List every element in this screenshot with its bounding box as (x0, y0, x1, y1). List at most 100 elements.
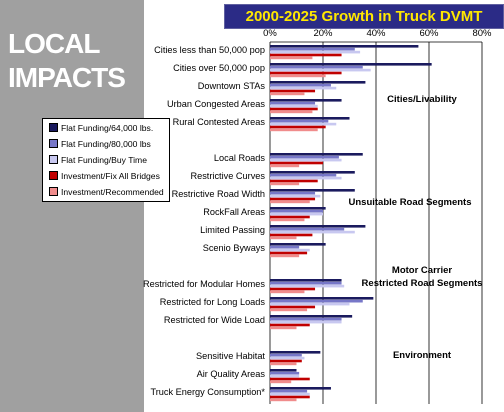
bar (270, 254, 300, 258)
bar (270, 71, 342, 75)
bar (270, 315, 353, 318)
bar (270, 387, 331, 390)
bar (270, 287, 316, 291)
legend-swatch-1 (49, 123, 58, 132)
legend-swatch-2 (49, 139, 58, 148)
bar (270, 117, 350, 120)
bar (270, 107, 318, 111)
bar (270, 158, 342, 162)
category-label: Truck Energy Consumption* (150, 387, 265, 397)
bar (270, 50, 361, 54)
bar (270, 230, 355, 234)
legend-item-1: Flat Funding/64,000 lbs. (49, 122, 153, 134)
bar (270, 356, 305, 360)
legend-item-2: Flat Funding/80,000 lbs (49, 138, 151, 150)
side-title-line-2: IMPACTS (8, 62, 126, 93)
bar (270, 245, 300, 249)
bar (270, 171, 355, 174)
bar (270, 326, 297, 330)
bar (270, 225, 366, 228)
bar (270, 63, 432, 66)
legend-swatch-4 (49, 171, 58, 180)
bar (270, 99, 342, 102)
x-tick-label: 80% (472, 28, 492, 39)
bar (270, 164, 300, 168)
bar (270, 389, 308, 393)
bar (270, 227, 345, 231)
bar (270, 83, 331, 87)
bar (270, 125, 326, 129)
bar (270, 251, 308, 255)
bar (270, 191, 316, 195)
category-label: Restrictive Road Width (172, 189, 265, 199)
group-label: Unsuitable Road Segments (349, 197, 472, 208)
bar (270, 284, 345, 288)
category-label: Urban Congested Areas (167, 99, 265, 109)
bar (270, 395, 310, 399)
x-tick-label: 60% (419, 28, 439, 39)
bar (270, 398, 297, 402)
bar (270, 92, 305, 96)
bar (270, 308, 308, 312)
bar (270, 155, 339, 159)
bar (270, 209, 323, 213)
bar (270, 317, 342, 321)
bar (270, 176, 342, 180)
group-label: Motor Carrier (392, 265, 452, 276)
bar (270, 189, 355, 192)
side-title-line-1: LOCAL (8, 28, 100, 59)
group-label: Cities/Livability (387, 94, 457, 105)
bar (270, 173, 337, 177)
bar (270, 200, 310, 204)
legend-item-5: Investment/Recommended (49, 186, 164, 198)
bar (270, 353, 302, 357)
bar (270, 161, 323, 165)
bar (270, 101, 316, 105)
bar (270, 371, 300, 375)
bar (270, 351, 321, 354)
category-label: Restricted for Long Loads (160, 297, 266, 307)
category-label: Downtown STAs (198, 81, 266, 91)
x-tick-label: 0% (263, 28, 277, 39)
bar (270, 153, 363, 156)
bar (270, 215, 310, 219)
bar (270, 281, 342, 285)
category-label: Local Roads (214, 153, 265, 163)
bar (270, 47, 355, 51)
bar (270, 194, 321, 198)
group-label: Restricted Road Segments (362, 278, 483, 289)
bar (270, 212, 323, 216)
bar (270, 110, 313, 114)
bar (270, 320, 342, 324)
legend-label-4: Investment/Fix All Bridges (61, 171, 160, 181)
bar (270, 380, 292, 384)
chart-title: 2000-2025 Growth in Truck DVMT (245, 8, 483, 25)
x-tick-label: 40% (366, 28, 386, 39)
legend-label-5: Investment/Recommended (61, 187, 164, 197)
bar (270, 86, 337, 90)
category-label: Cities less than 50,000 pop (154, 45, 265, 55)
bar (270, 290, 305, 294)
legend-label-2: Flat Funding/80,000 lbs (61, 139, 151, 149)
bar (270, 119, 329, 123)
bar (270, 233, 313, 237)
legend-label-3: Flat Funding/Buy Time (61, 155, 147, 165)
category-label: Restricted for Modular Homes (143, 279, 265, 289)
bar (270, 207, 326, 210)
legend: Flat Funding/64,000 lbs. Flat Funding/80… (42, 118, 170, 202)
bar (270, 218, 305, 222)
group-label: Environment (393, 350, 452, 361)
bar (270, 89, 316, 93)
category-label: Scenio Byways (203, 243, 266, 253)
legend-swatch-3 (49, 155, 58, 164)
category-label: Rural Contested Areas (173, 117, 266, 127)
bar (270, 81, 366, 84)
bar (270, 305, 316, 309)
bar (270, 53, 342, 57)
bar (270, 299, 363, 303)
bar (270, 56, 313, 60)
category-label: Restrictive Curves (190, 171, 265, 181)
sidebar-panel: LOCAL IMPACTS (0, 0, 144, 412)
bar (270, 362, 297, 366)
